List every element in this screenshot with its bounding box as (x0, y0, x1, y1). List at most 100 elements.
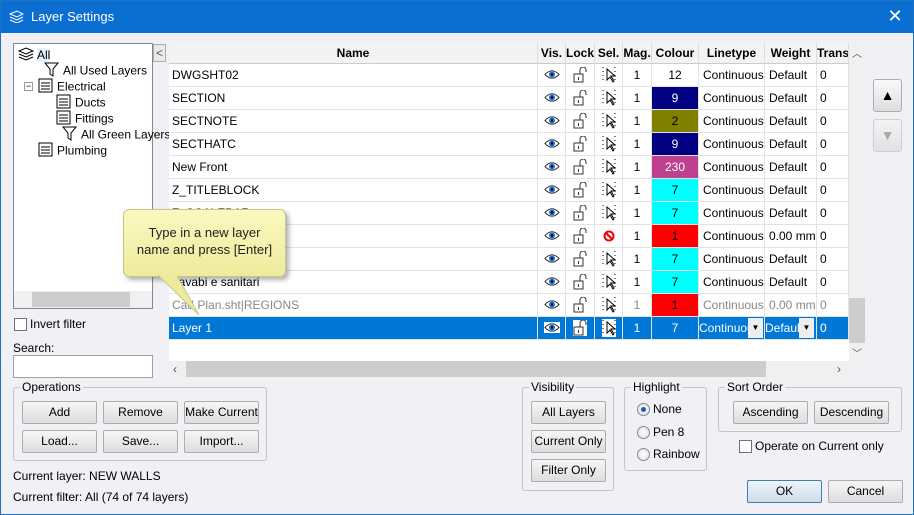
column-header-weight[interactable]: Weight (765, 43, 817, 64)
linetype-cell[interactable]: Continuous (699, 87, 765, 110)
colour-cell[interactable]: 1 (652, 225, 699, 248)
mag-cell[interactable]: 1 (623, 271, 652, 294)
linetype-cell[interactable]: Continuous (699, 156, 765, 179)
select-toggle[interactable] (595, 294, 623, 317)
all-layers-button[interactable]: All Layers (531, 401, 606, 424)
colour-cell[interactable]: 7 (652, 248, 699, 271)
save-button[interactable]: Save... (103, 430, 178, 453)
ok-button[interactable]: OK (747, 480, 822, 503)
visibility-toggle[interactable] (538, 179, 566, 202)
column-header-vis[interactable]: Vis. (538, 43, 566, 64)
horizontal-scrollbar[interactable]: ‹ › (169, 361, 849, 377)
weight-cell[interactable]: Default (765, 133, 817, 156)
table-row[interactable]: Lavabi e sanitari 1 7 Continuous Default 0 (169, 271, 849, 294)
visibility-toggle[interactable] (538, 271, 566, 294)
mag-cell[interactable]: 1 (623, 248, 652, 271)
lock-toggle[interactable] (566, 133, 595, 156)
colour-cell[interactable]: 9 (652, 87, 699, 110)
trans-cell[interactable]: 0 (817, 156, 849, 179)
column-header-lock[interactable]: Lock (566, 43, 595, 64)
table-row[interactable]: Layer 1 1 7 Continuous ▼ Default ▼ 0 (169, 317, 849, 340)
mag-cell[interactable]: 1 (623, 202, 652, 225)
layer-name-cell[interactable]: SECTHATC (169, 133, 538, 156)
tree-item[interactable]: Electrical (38, 78, 106, 94)
lock-toggle[interactable] (566, 317, 595, 340)
table-row[interactable]: Z_TITLEBLOCK 1 7 Continuous Default 0 (169, 179, 849, 202)
weight-cell[interactable]: Default (765, 202, 817, 225)
table-row[interactable]: DWGSHT02 1 12 Continuous Default 0 (169, 64, 849, 87)
linetype-cell[interactable]: Continuous (699, 110, 765, 133)
colour-cell[interactable]: 1 (652, 294, 699, 317)
linetype-cell[interactable]: Continuous (699, 202, 765, 225)
trans-cell[interactable]: 0 (817, 110, 849, 133)
scroll-right-icon[interactable]: › (837, 362, 841, 376)
lock-toggle[interactable] (566, 87, 595, 110)
table-row[interactable]: 1 7 Continuous Default 0 (169, 248, 849, 271)
hscroll-thumb[interactable] (186, 361, 766, 377)
linetype-cell[interactable]: Continuous (699, 294, 765, 317)
select-toggle[interactable] (595, 64, 623, 87)
highlight-none-radio[interactable] (637, 403, 650, 416)
tree-item[interactable]: Fittings (56, 110, 114, 126)
select-toggle[interactable] (595, 202, 623, 225)
scroll-up-icon[interactable]: ︿ (852, 49, 862, 60)
select-toggle[interactable] (595, 156, 623, 179)
tree-hscrollbar[interactable] (14, 291, 152, 308)
colour-cell[interactable]: 12 (652, 64, 699, 87)
linetype-cell[interactable]: Continuous (699, 64, 765, 87)
lock-toggle[interactable] (566, 294, 595, 317)
visibility-toggle[interactable] (538, 317, 566, 340)
weight-cell[interactable]: 0.00 mm (765, 294, 817, 317)
filter-only-button[interactable]: Filter Only (531, 459, 606, 482)
tree-item[interactable]: Plumbing (38, 142, 107, 158)
colour-cell[interactable]: 9 (652, 133, 699, 156)
colour-cell[interactable]: 230 (652, 156, 699, 179)
lock-toggle[interactable] (566, 110, 595, 133)
column-header-trans[interactable]: Trans (817, 43, 849, 64)
layer-name-cell[interactable]: New Front (169, 156, 538, 179)
mag-cell[interactable]: 1 (623, 317, 652, 340)
load-button[interactable]: Load... (22, 430, 97, 453)
colour-cell[interactable]: 2 (652, 110, 699, 133)
linetype-cell[interactable]: Continuous (699, 133, 765, 156)
vertical-scrollbar[interactable]: ︿ ﹀ (849, 43, 865, 361)
trans-cell[interactable]: 0 (817, 87, 849, 110)
visibility-toggle[interactable] (538, 294, 566, 317)
layer-name-cell[interactable] (169, 225, 538, 248)
lock-toggle[interactable] (566, 179, 595, 202)
search-input[interactable] (13, 355, 153, 378)
import-button[interactable]: Import... (184, 430, 259, 453)
layer-name-cell[interactable] (169, 248, 538, 271)
trans-cell[interactable]: 0 (817, 133, 849, 156)
lock-toggle[interactable] (566, 156, 595, 179)
select-toggle[interactable] (595, 179, 623, 202)
move-up-button[interactable]: ▲ (873, 79, 902, 112)
layer-name-cell[interactable]: Z_TITLEBLOCK (169, 179, 538, 202)
visibility-toggle[interactable] (538, 64, 566, 87)
make-current-button[interactable]: Make Current (184, 401, 259, 424)
linetype-cell[interactable]: Continuous (699, 225, 765, 248)
invert-filter-checkbox[interactable] (14, 318, 27, 331)
linetype-cell[interactable]: Continuous (699, 248, 765, 271)
table-row[interactable]: 1 1 Continuous 0.00 mm 0 (169, 225, 849, 248)
visibility-toggle[interactable] (538, 202, 566, 225)
select-toggle[interactable] (595, 271, 623, 294)
descending-button[interactable]: Descending (814, 401, 889, 424)
table-row[interactable]: Z_SCALEBAR17ContinuousDefault0 (169, 202, 849, 225)
tree-item[interactable]: All Used Layers (43, 62, 147, 78)
colour-cell[interactable]: 7 (652, 317, 699, 340)
scroll-thumb[interactable] (849, 298, 865, 343)
linetype-cell[interactable]: Continuous (699, 271, 765, 294)
trans-cell[interactable]: 0 (817, 294, 849, 317)
select-toggle[interactable] (595, 87, 623, 110)
trans-cell[interactable]: 0 (817, 317, 849, 340)
table-row[interactable]: SECTNOTE 1 2 Continuous Default 0 (169, 110, 849, 133)
colour-cell[interactable]: 7 (652, 179, 699, 202)
filter-tree[interactable]: All All Used Layers Electrical Ducts Fitting… (13, 43, 170, 309)
remove-button[interactable]: Remove (103, 401, 178, 424)
mag-cell[interactable]: 1 (623, 225, 652, 248)
lock-toggle[interactable] (566, 248, 595, 271)
column-header-mag[interactable]: Mag. (623, 43, 652, 64)
visibility-toggle[interactable] (538, 133, 566, 156)
tree-item[interactable]: All (17, 46, 51, 62)
